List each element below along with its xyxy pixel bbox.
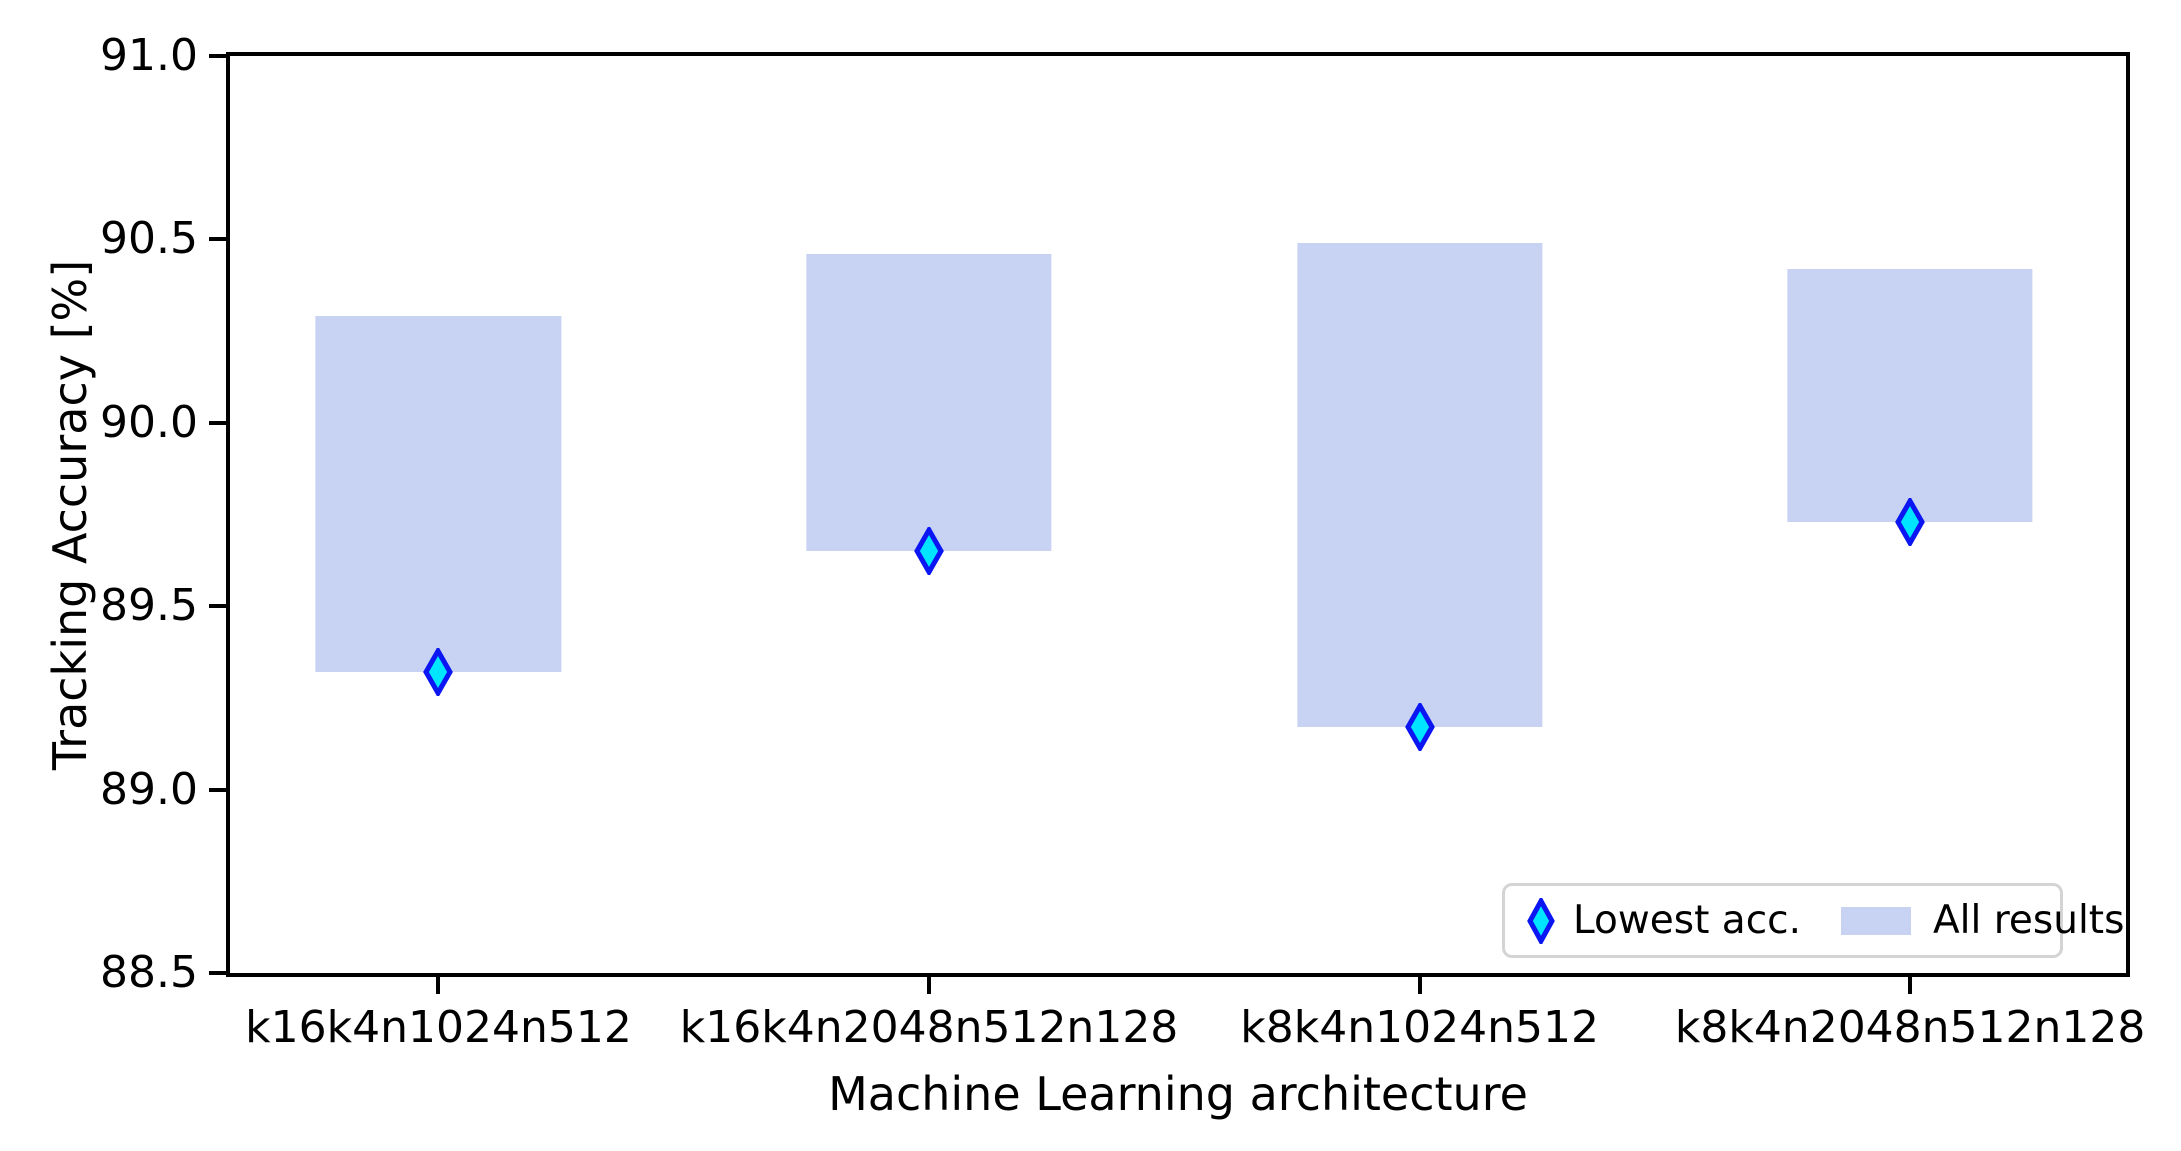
y-tick [209,971,226,975]
x-tick-label: k8k4n1024n512 [1240,1002,1599,1053]
y-tick-label: 91.0 [100,30,198,81]
y-tick-label: 88.5 [100,947,198,998]
y-tick-label: 89.5 [100,580,198,632]
y-tick [209,420,226,425]
x-tick-label: k8k4n2048n512n128 [1674,1002,2146,1053]
bar-swatch [1840,906,1911,935]
diamond-icon [1527,897,1555,944]
y-tick [209,787,226,792]
y-tick-label: 89.0 [100,763,198,815]
x-tick [1908,977,1913,994]
x-tick-label: k16k4n2048n512n128 [679,1002,1179,1053]
plot-area: Tracking Accuracy [%] Machine Learning a… [43,34,2145,1118]
x-tick [927,977,932,994]
legend-label-lowest-acc: Lowest acc. [1573,898,1801,943]
legend-label-all-results: All results [1932,898,2125,943]
x-tick [436,977,441,994]
range-bar [315,316,562,673]
range-bar [1296,243,1543,728]
y-axis-label: Tracking Accuracy [%] [43,259,97,770]
x-tick-label: k16k4n1024n512 [245,1002,632,1053]
y-tick [209,604,226,609]
range-bar [1787,268,2033,522]
range-bar [806,254,1052,552]
y-tick [209,54,226,58]
y-tick-label: 90.5 [100,213,198,265]
legend: Lowest acc. All results [1502,883,2124,958]
y-tick-label: 90.0 [100,396,198,448]
y-tick [209,237,226,242]
x-tick [1417,977,1422,994]
x-axis-label: Machine Learning architecture [828,1067,1528,1121]
